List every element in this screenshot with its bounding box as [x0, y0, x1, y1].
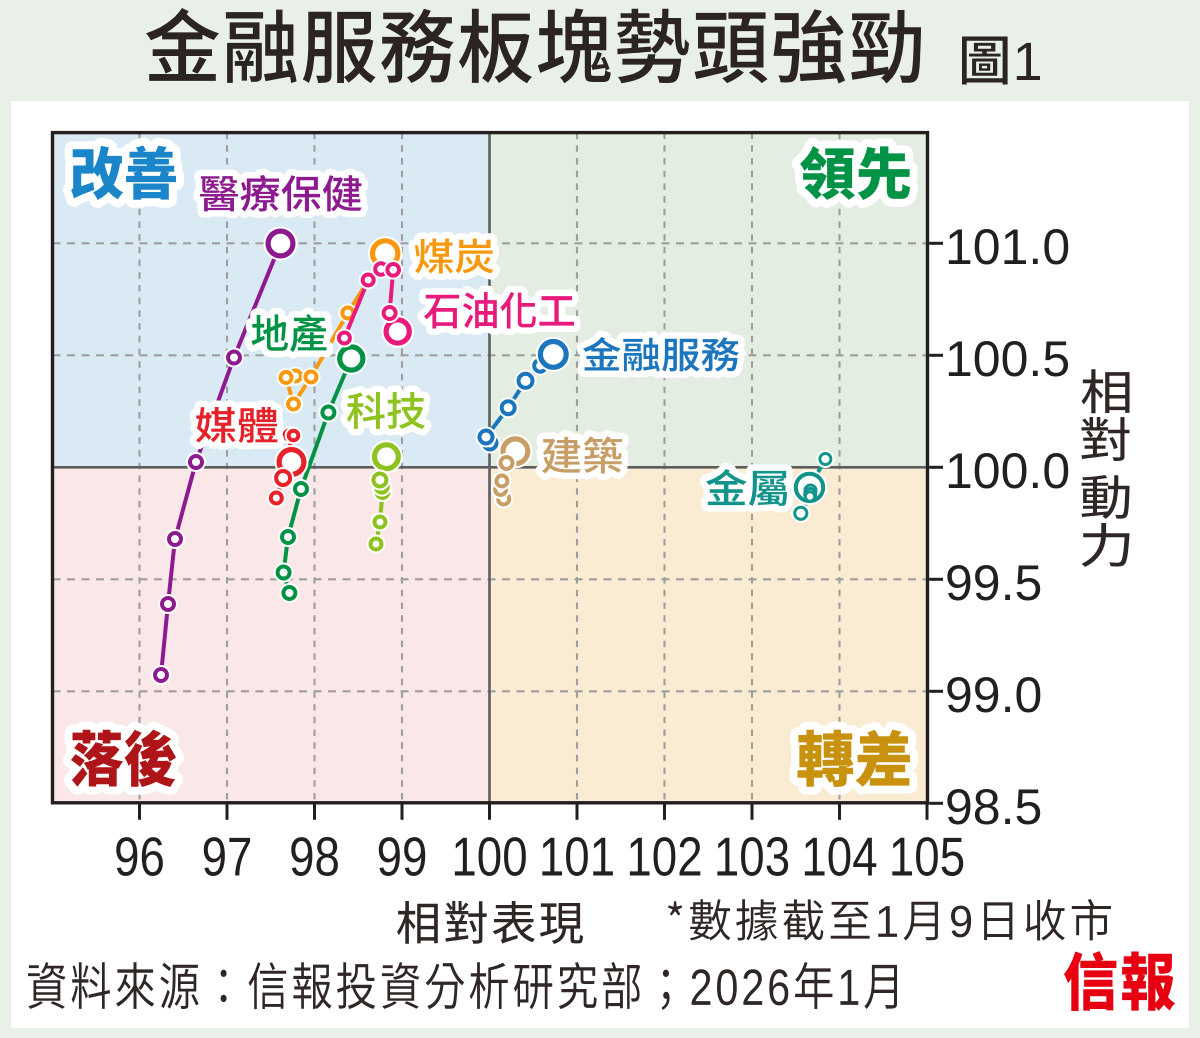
svg-text:96: 96: [114, 825, 165, 887]
svg-text:100.0: 100.0: [945, 443, 1070, 499]
svg-text:99.0: 99.0: [945, 667, 1042, 723]
svg-text:101.0: 101.0: [945, 219, 1070, 275]
svg-text:99: 99: [377, 825, 428, 887]
svg-text:98: 98: [289, 825, 340, 887]
svg-text:104: 104: [801, 825, 877, 887]
svg-text:101: 101: [539, 825, 615, 887]
svg-text:100.5: 100.5: [945, 331, 1070, 387]
svg-text:100: 100: [451, 825, 527, 887]
svg-text:103: 103: [714, 825, 790, 887]
svg-text:97: 97: [202, 825, 253, 887]
svg-text:102: 102: [626, 825, 702, 887]
svg-text:105: 105: [889, 825, 965, 887]
svg-text:98.5: 98.5: [945, 779, 1042, 835]
svg-text:99.5: 99.5: [945, 555, 1042, 611]
